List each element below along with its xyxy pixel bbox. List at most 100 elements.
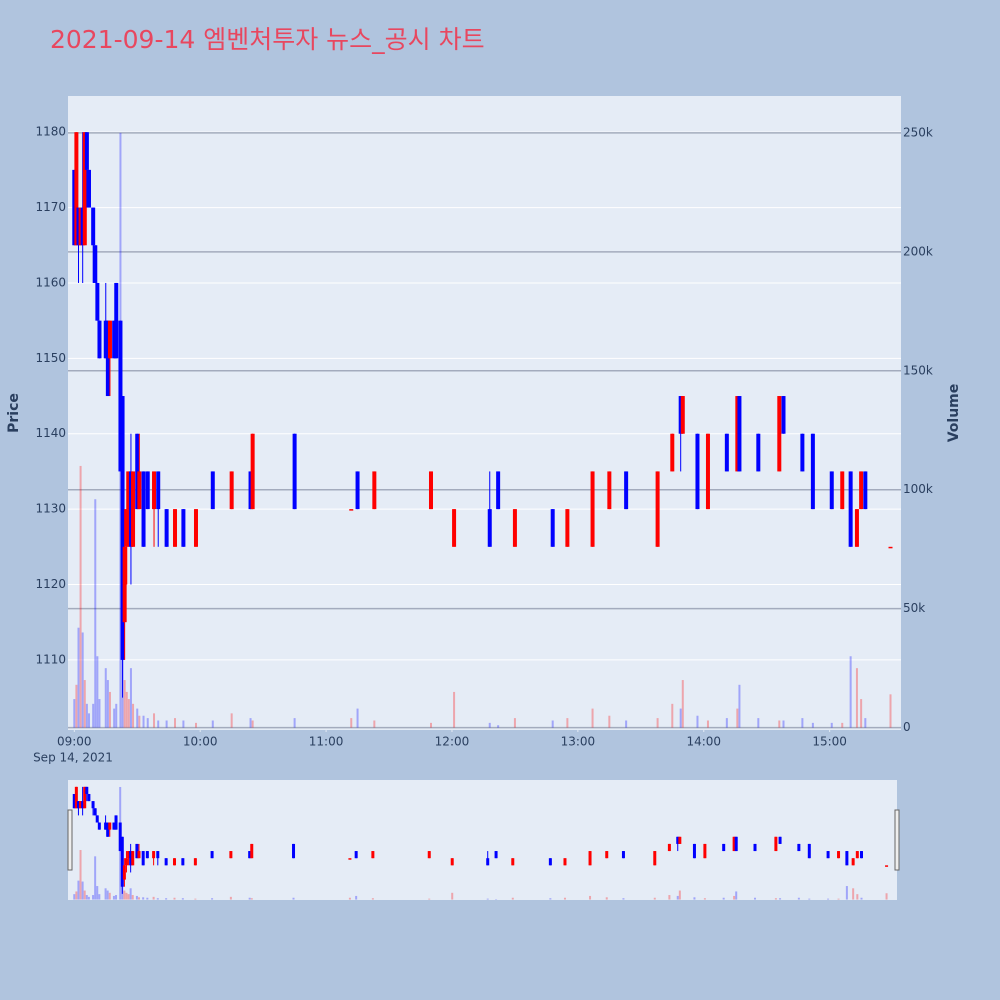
candle-body (124, 858, 128, 866)
volume-bar (885, 893, 888, 900)
volume-bar (113, 708, 116, 728)
volume-bar (181, 898, 184, 900)
candle-body (108, 822, 112, 830)
candle-body (371, 851, 375, 859)
volume-bar (248, 897, 251, 900)
volume-bar (678, 890, 681, 900)
volume-bar (75, 684, 78, 728)
volume-bar (754, 897, 757, 900)
candle-body (128, 471, 133, 547)
candle-body (97, 320, 102, 359)
candle-body (193, 858, 197, 866)
candle-body (156, 851, 160, 859)
range-handle-right[interactable] (894, 809, 900, 871)
candle-body (452, 509, 457, 547)
volume-bar (146, 897, 149, 900)
candle-body (680, 396, 685, 434)
candle-body (103, 320, 108, 359)
candle-body (74, 786, 78, 809)
volume-bar (77, 627, 80, 728)
candle-body (164, 509, 169, 547)
candle-body (797, 843, 801, 852)
volume-bar (230, 713, 233, 728)
volume-bar (77, 880, 80, 900)
volume-bar (856, 894, 859, 900)
range-handle-left[interactable] (67, 809, 73, 871)
candle-body (248, 851, 252, 859)
candle-body (105, 320, 110, 397)
volume-bar (849, 656, 852, 728)
volume-bar (774, 898, 777, 900)
y-axis-title: Price (6, 393, 22, 433)
volume-bar (173, 897, 176, 900)
candle-body (840, 471, 845, 510)
candle-body (292, 433, 297, 510)
candle-body (348, 858, 352, 860)
candle-body (172, 858, 176, 866)
volume-bar (735, 891, 738, 900)
volume-bar (860, 699, 863, 728)
candle-body (607, 471, 612, 510)
volume-bar (808, 898, 811, 900)
candle-body (800, 433, 805, 472)
range-slider[interactable] (68, 780, 897, 900)
volume-bar (96, 886, 99, 900)
volume-bar (138, 715, 141, 728)
x-tick-label: 11:00 (309, 735, 344, 749)
candle-body (888, 546, 893, 549)
candle-body (621, 851, 625, 859)
candle-body (667, 843, 671, 852)
candle-body (141, 471, 146, 547)
volume-bar (108, 892, 111, 900)
volume-bar (73, 699, 76, 728)
candle-body (87, 793, 91, 802)
candle-body (676, 836, 680, 844)
volume-bar (681, 680, 684, 728)
volume-bar (782, 720, 785, 728)
volume-bar (87, 896, 90, 900)
volume-bar (229, 896, 232, 900)
candle-body (135, 843, 139, 859)
volume-bar (797, 897, 800, 900)
volume-bar (757, 718, 760, 728)
candle-body (692, 843, 696, 859)
volume-bar (693, 897, 696, 900)
volume-bar (827, 898, 830, 900)
candle-body (548, 858, 552, 866)
y2-tick-label: 0 (903, 720, 911, 734)
candle-body (512, 509, 517, 547)
volume-bar (79, 850, 82, 900)
candle-body (885, 865, 889, 867)
volume-bar (864, 718, 867, 728)
volume-bar (92, 895, 95, 900)
candle-body (848, 471, 853, 547)
candle-body (135, 433, 140, 510)
volume-bar (157, 720, 160, 728)
volume-bar (371, 898, 374, 900)
volume-bar (142, 715, 145, 728)
volume-bar (211, 898, 214, 900)
candle-body (72, 169, 77, 246)
volume-bar (292, 897, 295, 900)
candle-body (670, 433, 675, 472)
candle-body (122, 865, 126, 880)
y-tick-label: 1110 (35, 652, 66, 666)
volume-bar (94, 856, 97, 900)
y2-axis-title: Volume (946, 384, 962, 443)
volume-bar (174, 718, 177, 728)
volume-bar (211, 720, 214, 728)
candle-body (104, 822, 108, 830)
volume-bar (668, 895, 671, 900)
x-tick-label: 15:00 (812, 735, 847, 749)
candle-body (829, 471, 834, 510)
candle-body (93, 245, 98, 283)
y2-tick-label: 200k (903, 244, 933, 258)
candle-body (86, 169, 91, 208)
volume-bar (841, 722, 844, 728)
candle-body (229, 471, 234, 510)
volume-bar (656, 718, 659, 728)
candle-body (565, 509, 570, 547)
candle-body (722, 843, 726, 852)
candle-body (737, 396, 742, 472)
